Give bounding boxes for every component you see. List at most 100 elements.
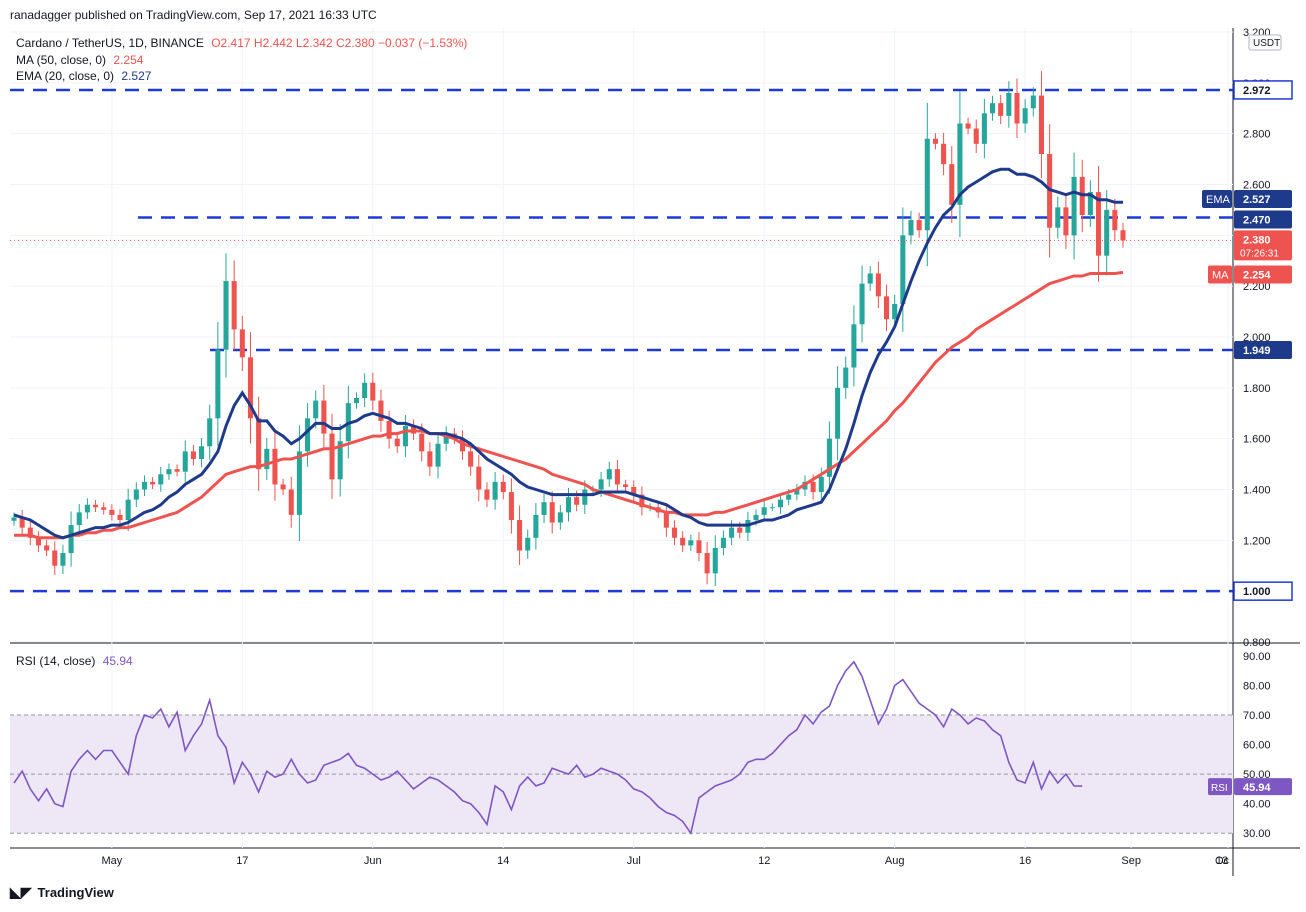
candle (166, 463, 172, 480)
candle (427, 442, 433, 476)
level-tag-1949-text: 1.949 (1243, 345, 1271, 357)
candle (965, 117, 971, 135)
ma-name-text: MA (1212, 269, 1229, 281)
candle (761, 500, 767, 522)
candle (941, 132, 947, 176)
candle (76, 504, 82, 534)
candle (924, 102, 930, 267)
candle (476, 454, 482, 502)
ema-legend-label: EMA (20, close, 0) (16, 69, 115, 83)
time-tick-label: Aug (885, 855, 905, 867)
candle (158, 466, 164, 492)
ma50-line (14, 270, 1124, 540)
candle (663, 503, 669, 537)
candle (84, 498, 90, 519)
horizontal-levels (10, 88, 1233, 593)
candle (27, 520, 33, 546)
candle (264, 437, 270, 481)
time-tick-label: May (101, 855, 122, 867)
ma-legend-value: 2.254 (113, 53, 144, 67)
price-tick-label: 1.800 (1243, 383, 1271, 395)
candle (1120, 222, 1126, 248)
candle (1071, 152, 1077, 260)
ma-legend[interactable]: MA (50, close, 0) 2.254 (16, 53, 147, 67)
ema-legend[interactable]: EMA (20, close, 0) 2.527 (16, 69, 155, 83)
price-tags: 2.972 2.470 2.527 EMA 2.380 07:26:31 2.254 MA 1.… (1202, 80, 1293, 796)
ma-legend-label: MA (50, close, 0) (16, 53, 107, 67)
candle (256, 396, 262, 491)
level-tag-2972 (1234, 80, 1292, 99)
candle (435, 431, 441, 479)
candle (623, 479, 629, 492)
candle (35, 531, 41, 552)
price-tick-label: 1.200 (1243, 535, 1271, 547)
candle (150, 477, 156, 490)
time-tick-label: Jun (364, 855, 382, 867)
candle (908, 210, 914, 245)
candle (769, 503, 775, 512)
candle (44, 539, 50, 557)
candle (990, 95, 996, 121)
candlesticks (11, 71, 1126, 587)
ema-legend-value: 2.527 (121, 69, 152, 83)
candle (68, 511, 74, 567)
candle (272, 432, 278, 501)
level-tag-1000 (1234, 582, 1292, 601)
candle (957, 91, 963, 238)
ohlc-values: O2.417 H2.442 L2.342 C2.380 −0.037 (−1.5… (211, 36, 468, 50)
candle (973, 119, 979, 153)
candle (1063, 193, 1069, 249)
candle (1104, 190, 1110, 276)
level-tag-2470-text: 2.470 (1243, 215, 1271, 227)
ema-price-tag-text: 2.527 (1243, 194, 1271, 206)
candle (370, 372, 376, 411)
currency-label: USDT (1253, 38, 1280, 49)
tradingview-brand: TradingView (37, 885, 114, 900)
rsi-legend-value: 45.94 (102, 654, 133, 668)
ema-name-text: EMA (1206, 194, 1231, 206)
footer-branding[interactable]: ◣◤ TradingView (10, 884, 114, 901)
candle (1096, 166, 1102, 282)
rsi-tick-label: 80.00 (1243, 680, 1271, 692)
candle (52, 541, 58, 575)
candle (109, 504, 115, 521)
candle (1038, 71, 1044, 179)
candle (565, 487, 572, 522)
moving-averages (10, 167, 1233, 540)
price-axis[interactable]: 3.2003.0002.8002.6002.4002.2002.0001.800… (1243, 27, 1282, 840)
candle (1022, 99, 1028, 133)
price-tick-label: 1.600 (1243, 434, 1271, 446)
candle (900, 207, 906, 332)
candle (932, 133, 938, 150)
candle (500, 474, 506, 500)
candle (247, 332, 254, 444)
last-price-text: 2.380 (1243, 234, 1271, 246)
price-tick-label: 2.800 (1243, 129, 1271, 141)
candle (19, 510, 25, 535)
candle (843, 356, 849, 399)
candle (949, 146, 955, 223)
candle (1055, 196, 1061, 239)
ma-name-tag (1208, 265, 1232, 284)
rsi-legend-label: RSI (14, close) (16, 654, 96, 668)
level-tag-1949 (1234, 340, 1292, 359)
candle (1030, 87, 1036, 117)
time-tick-label: 17 (236, 855, 248, 867)
candle (631, 480, 637, 502)
price-tick-label: 2.600 (1243, 180, 1271, 192)
ema-name-tag (1202, 190, 1232, 209)
candle (101, 502, 107, 515)
ma-price-tag-text: 2.254 (1243, 269, 1271, 281)
candle (117, 509, 123, 526)
candle (688, 534, 694, 552)
level-tag-1000-text: 1.000 (1243, 586, 1271, 598)
candle (296, 425, 302, 541)
symbol-legend[interactable]: Cardano / TetherUS, 1D, BINANCE O2.417 H… (16, 36, 471, 50)
candle (875, 261, 881, 309)
rsi-legend[interactable]: RSI (14, close) 45.94 (16, 654, 137, 668)
time-tick-label: 12 (758, 855, 770, 867)
ema-price-tag (1234, 190, 1292, 209)
symbol-title: Cardano / TetherUS, 1D, BINANCE (16, 36, 204, 50)
